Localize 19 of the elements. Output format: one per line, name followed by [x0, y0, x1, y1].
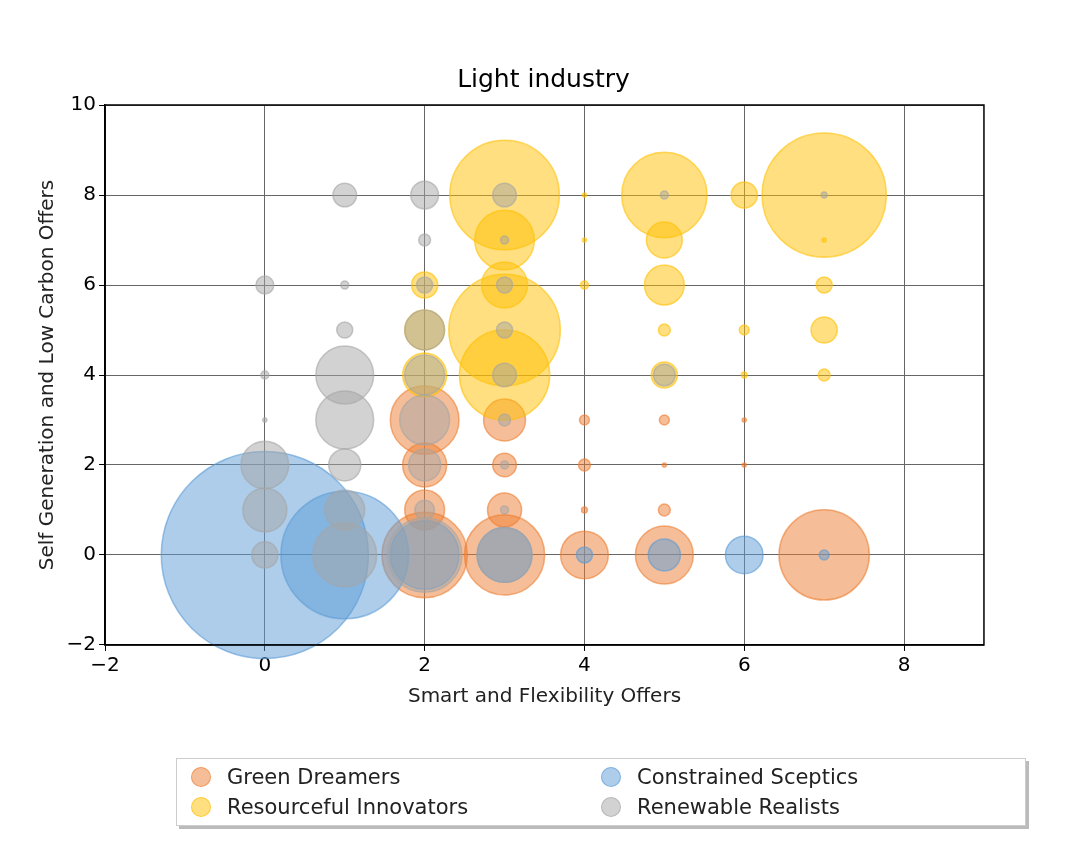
legend-label: Renewable Realists	[637, 795, 840, 819]
y-tick-label: 10	[70, 91, 97, 116]
legend-label: Constrained Sceptics	[637, 765, 859, 789]
x-tick-label: 2	[418, 652, 432, 677]
x-tick-label: 0	[258, 652, 272, 677]
x-tick-label: 4	[578, 652, 591, 677]
legend-label: Resourceful Innovators	[227, 795, 469, 819]
y-tick-label: 2	[83, 451, 97, 476]
y-tick-label: 8	[83, 181, 97, 206]
x-axis-title: Smart and Flexibility Offers	[407, 683, 682, 708]
y-tick-label: 0	[83, 541, 97, 566]
y-axis-title: Self Generation and Low Carbon Offers	[33, 179, 58, 571]
legend-label: Green Dreamers	[227, 765, 401, 789]
x-tick-label: 6	[737, 652, 751, 677]
x-tick-label: 8	[897, 652, 911, 677]
chart-title: Light industry	[457, 63, 631, 93]
y-tick-label: 4	[83, 361, 97, 386]
y-tick-label: 6	[83, 271, 97, 296]
y-tick-label: −2	[66, 631, 97, 656]
